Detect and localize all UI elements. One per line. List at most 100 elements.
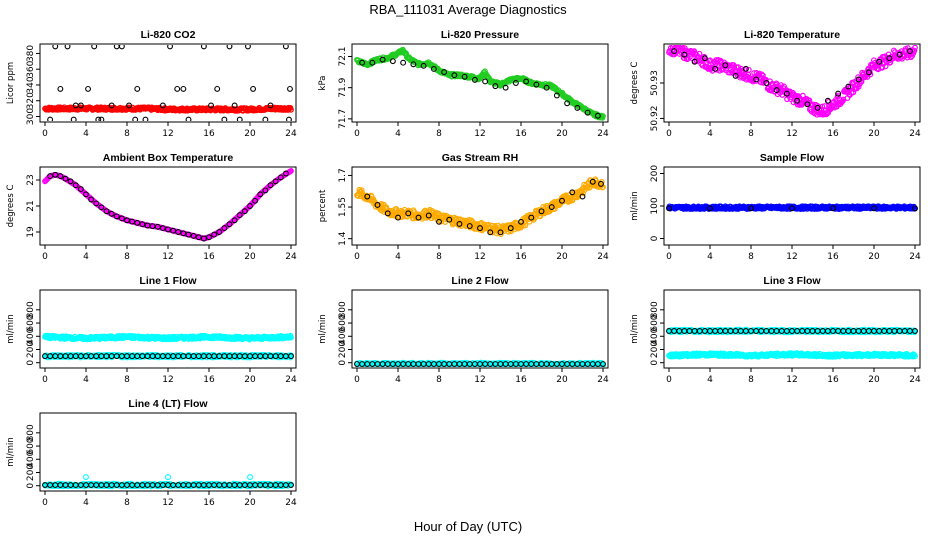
x-tick-label: 20 [868, 252, 880, 262]
data-point [359, 59, 366, 66]
data-point [52, 171, 59, 178]
y-axis-label: percent [318, 189, 328, 222]
data-point [134, 85, 141, 92]
data-point [267, 182, 274, 189]
data-point [906, 48, 913, 55]
y-tick-label: 200 [650, 341, 660, 358]
y-axis-label: degrees C [6, 185, 16, 228]
series-pressure-avg [359, 56, 601, 119]
data-point [912, 205, 918, 212]
x-tick-label: 0 [42, 129, 48, 139]
y-tick-label: 400 [650, 327, 660, 344]
x-tick-label: 8 [124, 129, 130, 139]
data-point [522, 222, 529, 229]
x-tick-label: 16 [827, 375, 839, 385]
x-tick-label: 16 [203, 252, 215, 262]
y-tick-label: 340 [26, 76, 36, 93]
y-tick-label: 800 [650, 301, 660, 318]
data-point [691, 58, 698, 65]
y-tick-label: 0 [338, 360, 348, 366]
data-point [670, 45, 677, 48]
data-point [482, 78, 489, 85]
data-point [245, 45, 251, 50]
data-point [748, 205, 754, 212]
data-point [666, 205, 672, 212]
figure-xlabel: Hour of Day (UTC) [414, 519, 522, 534]
x-tick-label: 12 [474, 252, 485, 262]
x-tick-label: 20 [556, 129, 568, 139]
data-point [70, 116, 77, 121]
data-point [584, 109, 591, 116]
x-tick-label: 20 [244, 375, 256, 385]
data-point [415, 214, 422, 221]
y-tick-label: 0 [26, 360, 36, 366]
x-tick-label: 24 [597, 252, 609, 262]
x-tick-label: 16 [515, 252, 527, 262]
data-point [129, 218, 136, 225]
y-tick-label: 400 [26, 327, 36, 344]
chart-title: Line 1 Flow [139, 275, 197, 287]
data-point [221, 225, 228, 232]
data-point [108, 102, 115, 109]
data-point [395, 214, 401, 221]
data-point [446, 216, 453, 223]
data-point [384, 210, 391, 217]
data-point [548, 204, 555, 211]
data-point [430, 66, 437, 72]
data-point [195, 234, 202, 241]
data-point [688, 55, 695, 62]
plot-area [42, 168, 294, 242]
x-tick-label: 12 [162, 129, 173, 139]
data-point [236, 116, 243, 121]
data-point [95, 116, 102, 121]
data-point [896, 51, 903, 58]
data-point [167, 45, 173, 50]
data-point [589, 178, 596, 185]
plot-area [354, 359, 606, 367]
x-tick-label: 20 [244, 252, 256, 262]
x-tick-label: 24 [909, 252, 921, 262]
data-point [221, 116, 228, 121]
data-point [871, 205, 877, 212]
data-point [456, 220, 463, 227]
data-point [477, 225, 483, 232]
data-point [804, 101, 811, 108]
data-point [214, 85, 221, 92]
data-point [855, 76, 862, 83]
plot-area [354, 46, 606, 121]
data-point [876, 58, 883, 65]
data-point [286, 116, 292, 121]
series-line-1-high [42, 332, 294, 343]
x-tick-label: 12 [474, 375, 485, 385]
x-tick-label: 8 [748, 129, 754, 139]
x-tick-label: 16 [203, 375, 215, 385]
data-point [142, 116, 149, 121]
y-axis-label: ml/min [6, 314, 16, 344]
x-tick-label: 16 [203, 129, 215, 139]
data-point [262, 187, 269, 194]
data-point [760, 72, 766, 79]
x-tick-label: 4 [83, 375, 89, 385]
data-point [507, 225, 514, 232]
data-point [487, 229, 494, 236]
series-pressure-all [354, 46, 606, 121]
data-point [492, 223, 498, 229]
y-tick-label: 800 [338, 301, 348, 318]
y-tick-label: 600 [26, 314, 36, 331]
data-point [742, 65, 749, 72]
data-point [441, 69, 448, 76]
data-point [174, 85, 181, 92]
series-temperature-avg [671, 48, 913, 111]
y-tick-label: 200 [26, 341, 36, 358]
data-point [912, 45, 918, 51]
data-point [165, 226, 171, 233]
data-point [288, 353, 294, 360]
data-point [783, 90, 790, 97]
data-point [845, 83, 852, 90]
data-point [466, 223, 473, 229]
data-point [262, 116, 269, 121]
series-box-temp-avg [47, 170, 289, 242]
data-point [405, 210, 412, 217]
data-point [288, 168, 294, 174]
